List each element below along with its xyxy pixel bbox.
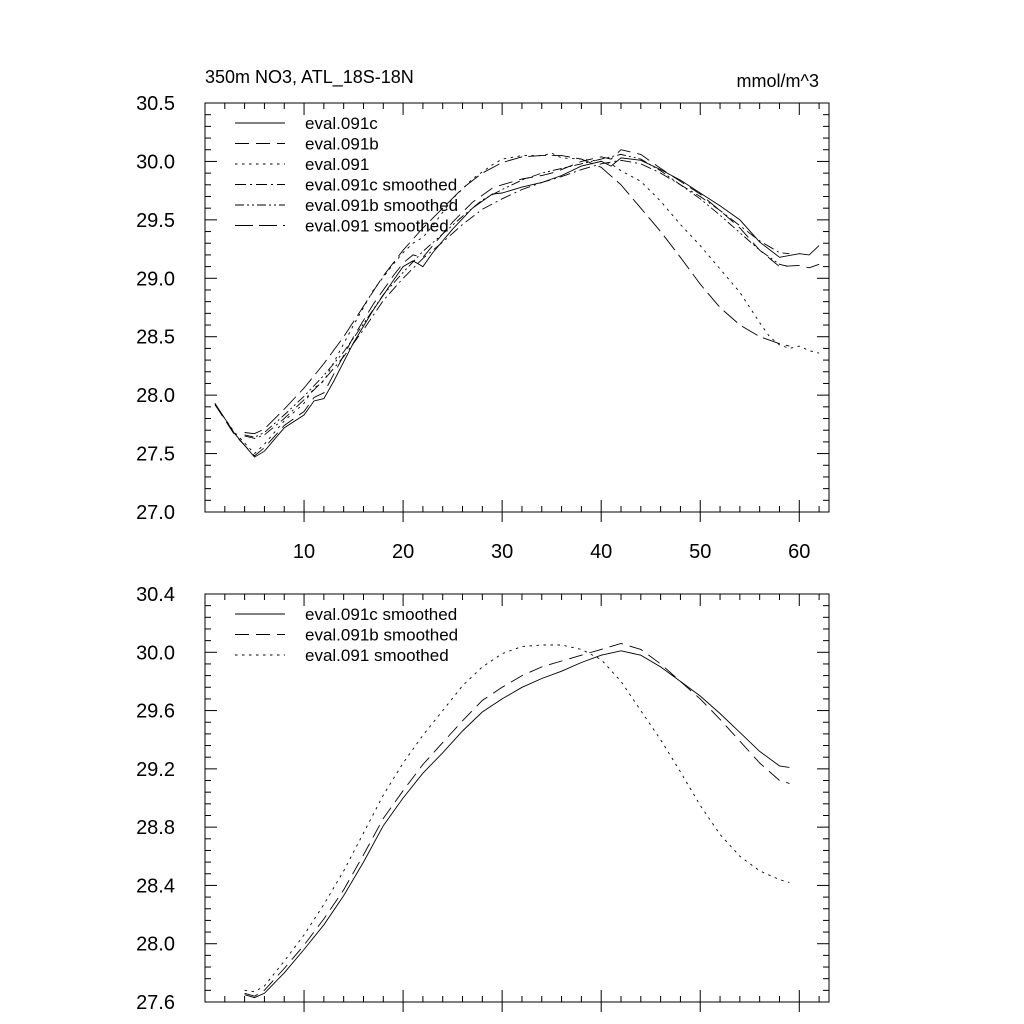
legend-label: eval.091c smoothed xyxy=(305,605,457,624)
x-tick-label: 40 xyxy=(590,541,612,563)
y-tick-label: 30.5 xyxy=(136,93,175,115)
legend-label: eval.091b smoothed xyxy=(305,626,458,645)
chart-title: 350m NO3, ATL_18S-18N xyxy=(205,67,414,88)
y-tick-label: 28.0 xyxy=(136,385,175,407)
y-tick-label: 27.5 xyxy=(136,444,175,466)
y-tick-label: 30.0 xyxy=(136,151,175,173)
y-tick-label: 30.0 xyxy=(136,642,175,664)
x-tick-label: 30 xyxy=(491,541,513,563)
y-tick-label: 30.4 xyxy=(136,584,175,606)
bottom-line-chart: 27.6 28.0 28.4 28.8 29.2 29.6 30.0 30.4 eval.091… xyxy=(136,584,830,1014)
x-tick-label: 20 xyxy=(392,541,414,563)
y-tick-label: 27.0 xyxy=(136,502,175,524)
series-line-3 xyxy=(244,644,790,993)
plot-frame xyxy=(204,102,830,513)
series-line-2 xyxy=(214,149,820,457)
series-line-2 xyxy=(244,643,790,997)
legend-label: eval.091c xyxy=(305,114,378,133)
series-line-1 xyxy=(214,157,820,458)
legend-label: eval.091c smoothed xyxy=(305,176,457,195)
y-tick-label: 27.6 xyxy=(136,992,175,1014)
y-tick-label: 28.0 xyxy=(136,934,175,956)
legend-label: eval.091 smoothed xyxy=(305,217,449,236)
series-line-5 xyxy=(244,153,790,438)
series-line-1 xyxy=(244,650,790,999)
y-tick-label: 28.8 xyxy=(136,817,175,839)
units-label: mmol/m^3 xyxy=(737,71,819,91)
x-tick-label: 10 xyxy=(293,541,315,563)
top-line-chart: 27.0 27.5 28.0 28.5 29.0 29.5 30.0 30.5 10 20 30 40… xyxy=(136,67,830,563)
x-tick-label: 60 xyxy=(788,541,810,563)
y-tick-label: 29.2 xyxy=(136,759,175,781)
y-tick-label: 28.5 xyxy=(136,327,175,349)
series-line-4 xyxy=(244,159,790,439)
legend-label: eval.091 smoothed xyxy=(305,646,449,665)
legend-label: eval.091b smoothed xyxy=(305,196,458,215)
y-tick-label: 29.6 xyxy=(136,701,175,723)
legend-label: eval.091b xyxy=(305,135,379,154)
y-tick-label: 29.0 xyxy=(136,268,175,290)
x-tick-label: 50 xyxy=(689,541,711,563)
plot-frame xyxy=(204,593,830,1003)
y-tick-label: 28.4 xyxy=(136,875,175,897)
y-tick-label: 29.5 xyxy=(136,210,175,232)
legend-label: eval.091 xyxy=(305,155,369,174)
series-line-6 xyxy=(244,155,790,435)
